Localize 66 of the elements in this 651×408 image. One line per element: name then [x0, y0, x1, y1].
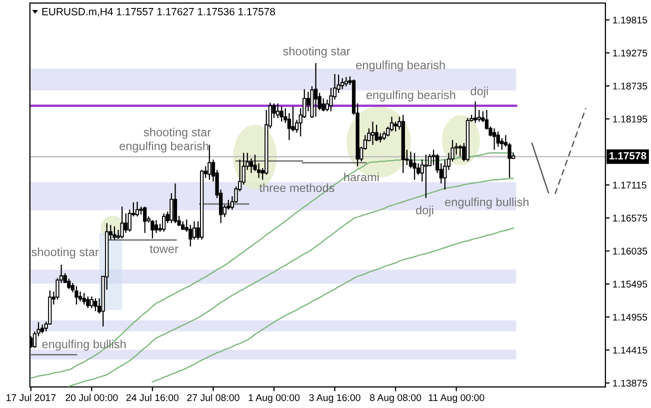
candlestick [280, 106, 284, 122]
x-tick-label: 27 Jul 08:00 [187, 394, 240, 402]
y-tick-label: 1.14955 [613, 314, 648, 321]
candlestick [344, 76, 348, 87]
candlestick [394, 121, 398, 132]
candlestick [82, 292, 86, 306]
annotation: engulfing bearish [366, 90, 456, 102]
candlestick [473, 100, 478, 124]
y-tick-label: 1.18195 [613, 116, 648, 123]
candlestick [314, 62, 318, 118]
y-tick-label: 1.17115 [613, 182, 646, 189]
candlestick [424, 154, 428, 199]
candlestick [162, 212, 166, 232]
annotation: shooting star [283, 46, 350, 58]
chart-title: EURUSD.m,H4 1.17557 1.17627 1.17536 1.17578 [42, 8, 275, 17]
x-tick-label: 24 Jul 16:00 [126, 394, 179, 402]
candlestick [124, 212, 128, 234]
annotation: doji [416, 206, 434, 217]
ref-line-label: 1.17578 [610, 152, 646, 160]
line-series [152, 227, 514, 383]
x-tick-label: 20 Jul 00:00 [66, 394, 118, 402]
candlestick [370, 121, 375, 146]
x-tick-label: 3 Aug 16:00 [309, 394, 360, 403]
annotation: engulfing bearish [356, 60, 445, 72]
x-tick-label: 11 Aug 00:00 [428, 394, 484, 403]
candlestick [458, 144, 462, 158]
x-tick-label: 17 Jul 2017 [6, 394, 56, 402]
y-tick-label: 1.18735 [613, 82, 648, 90]
candlestick [86, 296, 90, 309]
candlestick [120, 206, 124, 239]
candlestick [276, 102, 280, 119]
candlestick [135, 201, 140, 217]
y-tick-label: 1.19815 [613, 16, 648, 24]
candlestick [112, 226, 116, 240]
y-tick-label: 1.19275 [613, 50, 648, 57]
candlestick [74, 286, 78, 306]
candlestick [374, 124, 378, 142]
candlestick [496, 130, 500, 148]
candlestick [154, 220, 158, 234]
annotation: engulfing bullish [445, 198, 528, 209]
y-tick-label: 1.14415 [613, 346, 648, 354]
x-tick-label: 8 Aug 08:00 [370, 394, 422, 403]
y-tick-label: 1.13875 [613, 380, 648, 387]
y-tick-label: 1.16575 [613, 214, 648, 222]
annotation: tower [150, 245, 178, 254]
annotation: engulfing bearish [120, 142, 208, 153]
annotation: shooting star [32, 247, 99, 258]
x-tick-label: 1 Aug 00:00 [248, 394, 300, 403]
candlestick [173, 182, 178, 224]
annotation: harami [344, 172, 379, 182]
candlestick [94, 298, 98, 312]
y-tick-label: 1.15495 [613, 280, 648, 288]
candlestick [67, 278, 71, 290]
candlestick [378, 132, 382, 144]
y-tick-label: 1.16035 [613, 248, 648, 255]
candlestick [208, 144, 212, 180]
annotation: doji [470, 86, 488, 98]
candlestick [492, 128, 496, 150]
candlestick [150, 220, 154, 239]
candlestick [143, 206, 147, 234]
candlestick [90, 296, 94, 309]
candlestick [249, 158, 254, 174]
candlestick [170, 192, 174, 224]
annotation: shooting star [144, 128, 211, 139]
candlestick [340, 78, 344, 90]
candlestick [412, 152, 416, 180]
